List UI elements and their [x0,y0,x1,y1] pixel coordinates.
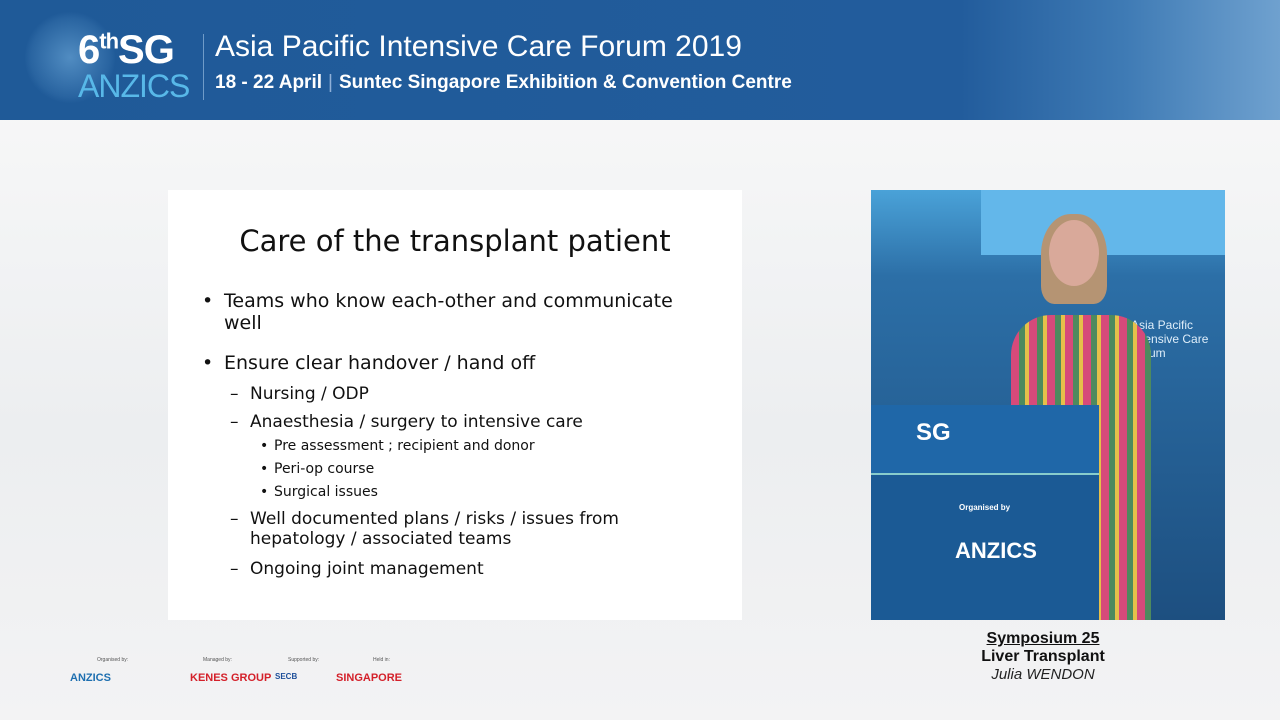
bullet-text: Teams who know each-other and communicat… [224,290,673,334]
bullet-text: Peri-op course [274,461,375,477]
sponsor-logo: SINGAPORE [336,672,403,684]
slide-title: Care of the transplant patient [239,224,671,258]
bullet-marker: • [202,290,214,312]
bullet-text: Pre assessment ; recipient and donor [274,438,535,454]
bullet-text: Nursing / ODP [250,384,369,404]
bullet-marker: • [260,461,269,477]
session-number: Symposium 25 [986,630,1100,647]
session-topic: Liver Transplant [981,648,1105,665]
bullet-marker: • [202,352,214,374]
bullet-marker: – [230,412,239,432]
podium-organised-by: Organised by [959,503,1011,512]
slide-bullet-level3: • Pre assessment ; recipient and donor [260,438,694,454]
logo-6thsg: 6thSG [78,28,175,72]
slide-bullet-level1: • Ensure clear handover / hand off [202,352,704,374]
podium-top: SG [871,405,1099,475]
bullet-text: Anaesthesia / surgery to intensive care [250,412,583,432]
sponsor-logo: KENES GROUP [190,672,272,684]
speaker-video: Asia Pacific Intensive Care Forum SG Org… [871,190,1225,620]
presentation-slide: Care of the transplant patient • Teams wh… [168,190,742,620]
slide-bullet-level2: – Nursing / ODP [230,384,690,404]
bullet-marker: – [230,509,239,529]
divider [203,34,204,100]
sponsor-logo: ANZICS [70,672,111,684]
slide-bullet-level2: – Anaesthesia / surgery to intensive care [230,412,690,432]
bullet-text: Well documented plans / risks / issues f… [250,509,619,549]
sponsor-label: Managed by: [203,657,232,663]
bullet-marker: • [260,438,269,454]
session-caption: Symposium 25 Liver Transplant Julia WEND… [871,630,1215,683]
bullet-text: Surgical issues [274,484,378,500]
conference-banner: 6thSG ANZICS Asia Pacific Intensive Care… [0,0,1280,120]
speaker-name: Julia WENDON [991,666,1095,683]
sponsor-label: Organised by: [97,657,129,663]
banner-subtitle: 18 - 22 April | Suntec Singapore Exhibitio… [215,72,792,93]
sponsor-label: Supported by: [288,657,320,663]
bullet-marker: • [260,484,269,500]
logo-anzics: ANZICS [78,68,190,104]
slide-bullet-level2: – Ongoing joint management [230,559,690,579]
sponsor-logo: SECB [275,672,298,681]
slide-bullet-level2: – Well documented plans / risks / issues … [230,509,690,549]
bullet-marker: – [230,384,239,404]
slide-bullet-level3: • Peri-op course [260,461,694,477]
podium-anzics-logo: ANZICS [955,538,1037,563]
slide-bullet-level1: • Teams who know each-other and communica… [202,290,704,334]
bullet-text: Ongoing joint management [250,559,484,579]
sponsor-label: Held in: [373,657,390,663]
banner-title: Asia Pacific Intensive Care Forum 2019 [215,30,742,63]
bullet-text: Ensure clear handover / hand off [224,352,536,374]
dots-logo-graphic [25,10,115,105]
slide-bullet-level3: • Surgical issues [260,484,694,500]
bullet-marker: – [230,559,239,579]
